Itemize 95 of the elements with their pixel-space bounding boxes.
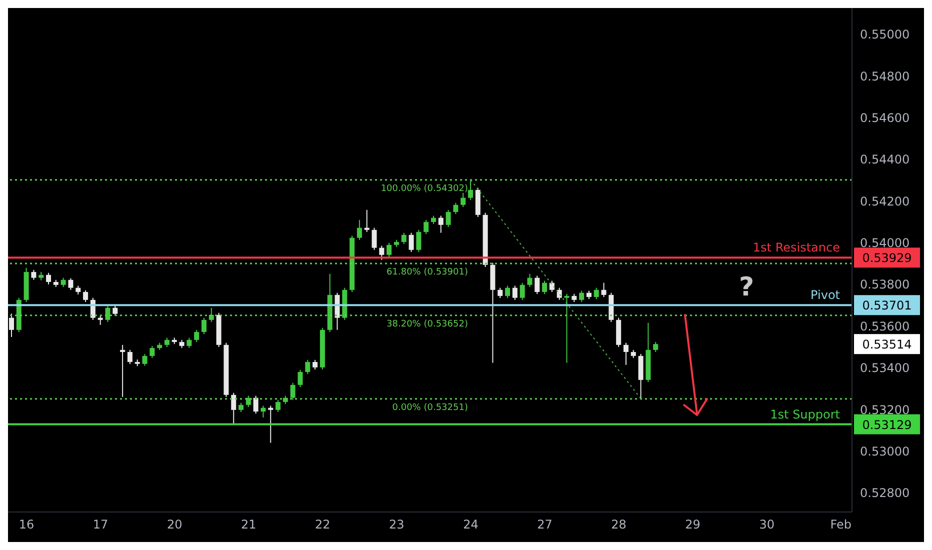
ref-line-label: 0.00% (0.53251) — [392, 402, 468, 413]
candlestick — [312, 359, 318, 370]
candlestick — [120, 344, 126, 398]
ref-line-label: 1st Support — [770, 407, 840, 422]
candlestick — [60, 277, 66, 288]
candlestick — [386, 242, 392, 258]
candlestick — [416, 229, 422, 252]
candlestick — [268, 405, 274, 444]
candlestick — [46, 272, 52, 285]
candlestick — [201, 317, 206, 335]
candlestick — [549, 280, 554, 292]
y-tick-label: 0.54000 — [860, 236, 910, 250]
candlestick — [542, 280, 548, 295]
candlestick — [512, 285, 518, 300]
candlestick — [601, 282, 606, 298]
candlestick — [290, 382, 296, 400]
candlestick — [150, 345, 155, 358]
y-tick-label: 0.52800 — [860, 486, 910, 500]
candlestick — [260, 405, 266, 418]
candlestick — [379, 245, 384, 260]
x-tick-label: Feb — [830, 518, 852, 532]
candlestick — [186, 337, 192, 348]
candlestick — [505, 285, 510, 299]
x-tick-label: 21 — [240, 518, 256, 532]
candlestick — [364, 209, 370, 232]
candlestick — [564, 293, 570, 364]
y-tick-label: 0.53000 — [860, 444, 910, 458]
candlestick — [446, 209, 451, 228]
candlestick — [438, 215, 444, 234]
candlestick — [98, 315, 103, 326]
candlestick — [534, 275, 540, 295]
candlestick — [527, 273, 532, 288]
x-tick-label: 17 — [92, 518, 108, 532]
candlestick — [194, 329, 200, 342]
y-tick-label: 0.54400 — [860, 152, 910, 167]
y-tick-label: 0.53800 — [860, 278, 910, 292]
candlestick — [142, 354, 148, 366]
y-tick-label: 0.55000 — [860, 28, 910, 42]
y-tick-label: 0.54800 — [860, 69, 910, 84]
ref-line-label: 100.00% (0.54302) — [380, 184, 468, 194]
y-tick-label: 0.53200 — [860, 402, 910, 417]
candlestick — [246, 395, 251, 408]
ref-line-label: Pivot — [810, 288, 840, 302]
candlestick — [276, 399, 281, 412]
candlestick — [305, 359, 310, 375]
candlestick — [164, 337, 170, 348]
candlestick — [231, 392, 236, 426]
candlestick — [556, 287, 562, 300]
candlestick — [498, 287, 503, 299]
candlestick — [238, 402, 244, 412]
x-tick-label: 23 — [389, 518, 404, 532]
candlestick — [83, 290, 88, 302]
x-tick-label: 27 — [537, 518, 552, 532]
candlestick — [401, 232, 406, 245]
x-tick-label: 28 — [611, 518, 626, 532]
x-tick-label: 24 — [463, 518, 478, 532]
annotation: ? — [738, 272, 754, 302]
ref-line-label: 1st Resistance — [752, 240, 840, 255]
candlestick — [127, 349, 132, 365]
candlestick — [9, 313, 14, 338]
x-tick-label: 16 — [18, 518, 34, 532]
candlestick — [356, 219, 362, 240]
candlestick — [298, 369, 303, 388]
x-tick-label: 30 — [759, 518, 774, 532]
candlestick — [424, 219, 429, 235]
y-tick-label: 0.53400 — [860, 361, 910, 376]
ref-line-label: 61.80% (0.53901) — [386, 267, 468, 278]
candlestick — [594, 287, 599, 300]
candlestick — [208, 307, 214, 322]
text: 0.53514 — [862, 338, 912, 352]
candlestick — [253, 395, 258, 414]
x-tick-label: 22 — [315, 518, 330, 532]
candlestick — [453, 202, 458, 215]
candlestick — [520, 282, 525, 300]
candlestick — [460, 192, 466, 208]
candlestick — [31, 269, 36, 280]
candlestick — [579, 290, 584, 302]
candlestick — [112, 304, 118, 316]
candlestick — [408, 232, 414, 252]
candlestick — [638, 353, 644, 400]
text: 0.53129 — [862, 418, 912, 432]
text: 0.53929 — [862, 251, 912, 266]
candlestick — [653, 341, 658, 352]
candlestick — [623, 342, 628, 366]
y-tick-label: 0.54600 — [860, 111, 910, 126]
ref-line-label: 38.20% (0.53652) — [386, 319, 468, 330]
candlestick — [68, 278, 74, 290]
x-tick-label: 29 — [685, 518, 700, 532]
candlestick — [105, 306, 110, 322]
y-tick-label: 0.54200 — [860, 194, 910, 208]
candlestick — [372, 227, 377, 250]
y-tick-label: 0.53600 — [860, 319, 910, 334]
candlestick — [468, 179, 474, 200]
x-tick-label: 20 — [166, 518, 182, 532]
text: 0.53701 — [862, 298, 912, 313]
